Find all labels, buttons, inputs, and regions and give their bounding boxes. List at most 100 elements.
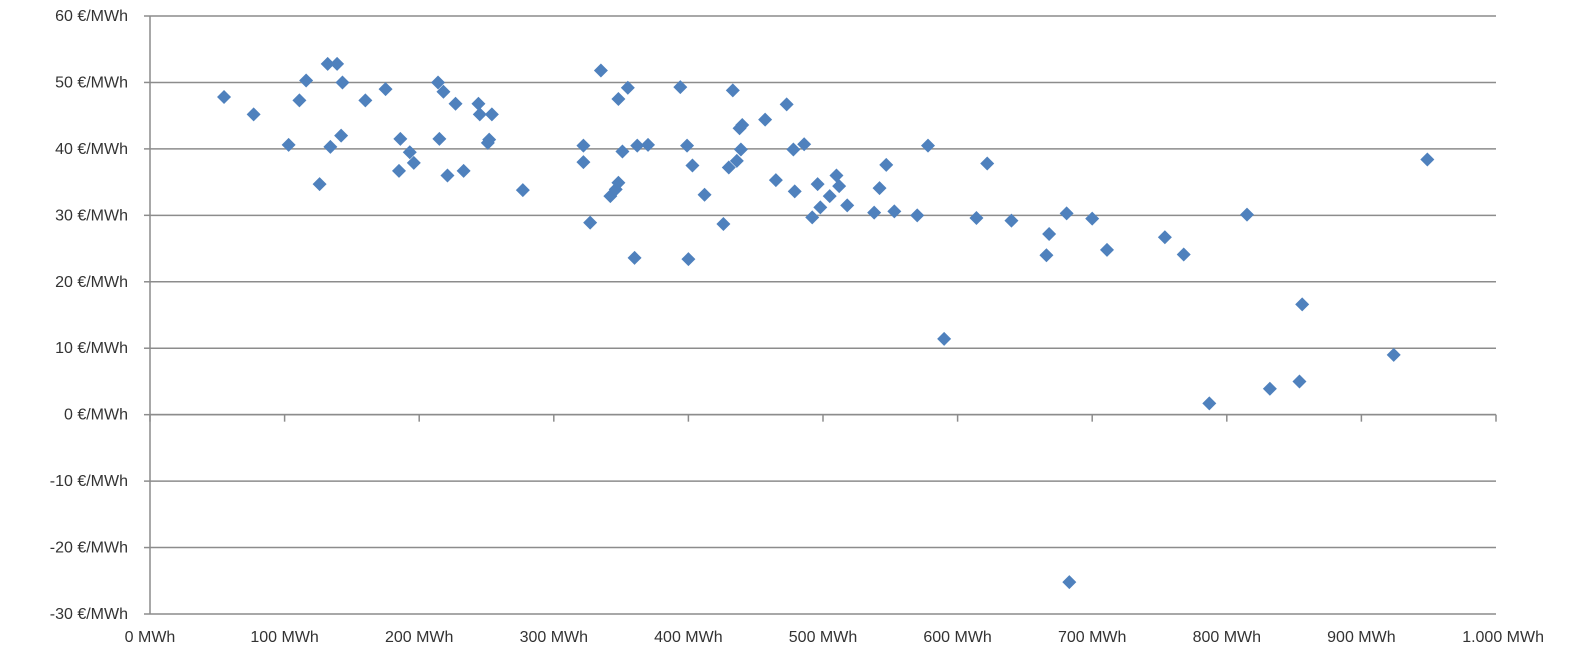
data-point bbox=[583, 215, 598, 230]
data-point bbox=[1100, 242, 1115, 257]
data-point bbox=[832, 179, 847, 194]
data-point bbox=[1292, 374, 1307, 389]
data-point bbox=[1062, 575, 1077, 590]
data-point bbox=[448, 96, 463, 111]
data-point bbox=[887, 204, 902, 219]
data-point bbox=[432, 131, 447, 146]
data-point bbox=[758, 112, 773, 127]
y-tick-label: 10 €/MWh bbox=[55, 340, 128, 357]
data-point bbox=[482, 132, 497, 147]
data-point bbox=[217, 90, 232, 105]
data-point bbox=[1039, 248, 1054, 263]
data-point bbox=[685, 158, 700, 173]
y-tick-label: 30 €/MWh bbox=[55, 207, 128, 224]
data-point bbox=[1420, 152, 1435, 167]
data-point bbox=[680, 138, 695, 153]
data-point bbox=[735, 117, 750, 132]
data-point bbox=[393, 131, 408, 146]
data-point bbox=[810, 177, 825, 192]
axes bbox=[144, 15, 1497, 615]
data-point bbox=[721, 160, 736, 175]
data-point bbox=[593, 63, 608, 78]
data-point bbox=[1176, 247, 1191, 262]
data-point bbox=[320, 56, 335, 71]
data-point bbox=[611, 175, 626, 190]
gridlines bbox=[150, 15, 1496, 615]
data-point bbox=[484, 107, 499, 122]
data-point bbox=[969, 210, 984, 225]
data-point bbox=[440, 168, 455, 183]
x-tick-label: 800 MWh bbox=[1193, 629, 1261, 646]
data-point bbox=[829, 168, 844, 183]
data-point bbox=[1157, 230, 1172, 245]
data-point bbox=[472, 107, 487, 122]
data-point bbox=[1295, 297, 1310, 312]
data-point bbox=[725, 83, 740, 98]
y-tick-label: 0 €/MWh bbox=[64, 407, 128, 424]
x-tick-label: 200 MWh bbox=[385, 629, 453, 646]
x-tick-label: 400 MWh bbox=[654, 629, 722, 646]
x-tick-label: 0 MWh bbox=[125, 629, 176, 646]
data-point bbox=[729, 153, 744, 168]
data-point bbox=[330, 56, 345, 71]
data-point bbox=[431, 75, 446, 90]
y-tick-labels: -30 €/MWh -20 €/MWh -10 €/MWh 0 €/MWh 10 €/M… bbox=[50, 8, 128, 623]
data-point bbox=[673, 80, 688, 95]
data-point bbox=[805, 210, 820, 225]
x-tick-label: 900 MWh bbox=[1327, 629, 1395, 646]
y-tick-label: -10 €/MWh bbox=[50, 473, 128, 490]
data-point bbox=[515, 183, 530, 198]
data-point bbox=[813, 200, 828, 215]
x-tick-label: 300 MWh bbox=[520, 629, 588, 646]
data-point bbox=[787, 184, 802, 199]
x-tick-label: 500 MWh bbox=[789, 629, 857, 646]
data-point bbox=[786, 142, 801, 157]
x-tick-label: 700 MWh bbox=[1058, 629, 1126, 646]
data-point bbox=[630, 138, 645, 153]
data-point bbox=[641, 137, 656, 152]
data-point bbox=[471, 96, 486, 111]
data-point bbox=[681, 252, 696, 267]
data-point bbox=[1059, 206, 1074, 221]
data-point bbox=[292, 93, 307, 108]
data-point bbox=[937, 331, 952, 346]
data-point bbox=[716, 216, 731, 231]
y-tick-label: 20 €/MWh bbox=[55, 274, 128, 291]
data-point bbox=[323, 139, 338, 154]
data-point bbox=[867, 205, 882, 220]
data-point bbox=[436, 84, 451, 99]
data-point bbox=[358, 93, 373, 108]
data-point bbox=[627, 250, 642, 265]
data-point bbox=[1386, 347, 1401, 362]
data-point bbox=[334, 128, 349, 143]
data-point bbox=[879, 157, 894, 172]
data-point bbox=[697, 187, 712, 202]
data-point bbox=[1004, 213, 1019, 228]
data-point bbox=[312, 177, 327, 192]
data-point bbox=[246, 107, 261, 122]
data-point bbox=[1085, 211, 1100, 226]
x-tick-label: 600 MWh bbox=[923, 629, 991, 646]
data-point bbox=[620, 80, 635, 95]
data-point bbox=[281, 137, 296, 152]
data-point bbox=[1262, 381, 1277, 396]
data-point bbox=[779, 97, 794, 112]
data-point bbox=[822, 189, 837, 204]
y-tick-label: 40 €/MWh bbox=[55, 141, 128, 158]
data-point bbox=[920, 138, 935, 153]
x-tick-label: 1.000 MWh bbox=[1462, 629, 1544, 646]
data-point bbox=[840, 198, 855, 213]
data-point bbox=[1202, 396, 1217, 411]
data-point bbox=[797, 137, 812, 152]
data-point bbox=[1239, 207, 1254, 222]
data-point bbox=[299, 73, 314, 88]
data-point bbox=[402, 145, 417, 160]
data-point bbox=[378, 82, 393, 97]
data-point bbox=[980, 156, 995, 171]
data-point bbox=[1042, 226, 1057, 241]
x-tick-labels: 0 MWh 100 MWh 200 MWh 300 MWh 400 MWh 500 MWh… bbox=[125, 629, 1544, 646]
data-point bbox=[768, 173, 783, 188]
data-point bbox=[910, 208, 925, 223]
data-points bbox=[217, 56, 1435, 590]
